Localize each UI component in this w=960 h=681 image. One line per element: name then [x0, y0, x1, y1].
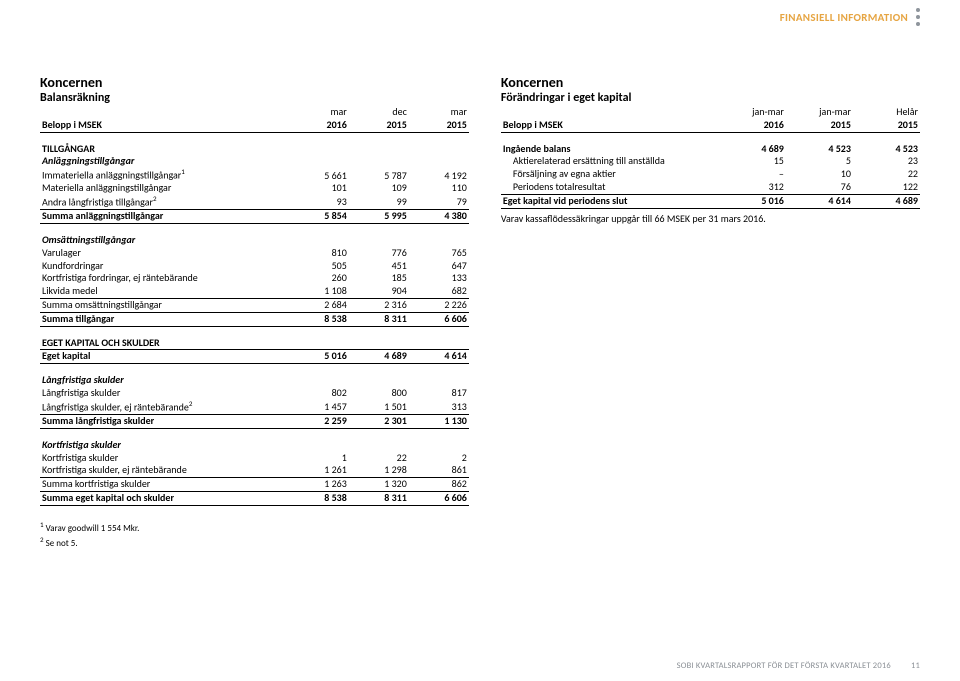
- col-head: mar: [409, 106, 469, 119]
- table-sum-row: Summa eget kapital och skulder 8 538 8 3…: [40, 491, 469, 505]
- table-header-row-lower: Belopp i MSEK 2016 2015 2015: [40, 119, 469, 132]
- table-sum-row: Summa omsättningstillgångar 2 684 2 316 …: [40, 299, 469, 313]
- footer-text: SOBI KVARTALSRAPPORT FÖR DET FÖRSTA KVAR…: [677, 661, 891, 671]
- table-sum-row: Summa långfristiga skulder 2 259 2 301 1…: [40, 414, 469, 428]
- equity-table: jan-mar jan-mar Helår Belopp i MSEK 2016…: [501, 106, 920, 209]
- unit-label: Belopp i MSEK: [40, 119, 289, 132]
- left-title-2: Balansräkning: [40, 91, 469, 105]
- col-head: 2016: [719, 119, 786, 132]
- table-header-row-lower: Belopp i MSEK 2016 2015 2015: [501, 119, 920, 132]
- section-subheader: Omsättningstillgångar: [40, 234, 469, 247]
- section-subheader: Kortfristiga skulder: [40, 439, 469, 452]
- col-head: jan-mar: [786, 106, 853, 119]
- footnotes: 1 Varav goodwill 1 554 Mkr. 2 Se not 5.: [40, 520, 469, 551]
- table-row: Andra långfristiga tillgångar2 93 99 79: [40, 195, 469, 210]
- table-row: Periodens totalresultat 312 76 122: [501, 181, 920, 194]
- left-title-1: Koncernen: [40, 74, 469, 91]
- col-head: mar: [289, 106, 349, 119]
- table-row: Immateriella anläggningstillgångar1 5 66…: [40, 168, 469, 182]
- col-head: 2015: [786, 119, 853, 132]
- table-row: Långfristiga skulder, ej räntebärande2 1…: [40, 400, 469, 415]
- page-footer: SOBI KVARTALSRAPPORT FÖR DET FÖRSTA KVAR…: [677, 661, 920, 671]
- header-dots-icon: [916, 8, 920, 26]
- table-row: Materiella anläggningstillgångar 101 109…: [40, 182, 469, 195]
- page-number: 11: [911, 661, 920, 671]
- col-head: 2015: [409, 119, 469, 132]
- table-sum-row: Summa anläggningstillgångar 5 854 5 995 …: [40, 210, 469, 224]
- right-note: Varav kassaflödessäkringar uppgår till 6…: [501, 212, 920, 225]
- right-title-1: Koncernen: [501, 74, 920, 91]
- col-head: Helår: [853, 106, 920, 119]
- table-sum-row: Eget kapital vid periodens slut 5 016 4 …: [501, 194, 920, 208]
- unit-label: Belopp i MSEK: [501, 119, 719, 132]
- table-header-row-upper: jan-mar jan-mar Helår: [501, 106, 920, 119]
- section-header: EGET KAPITAL OCH SKULDER: [40, 337, 469, 350]
- table-row: Långfristiga skulder 802 800 817: [40, 387, 469, 400]
- col-head: 2015: [349, 119, 409, 132]
- balance-table: mar dec mar Belopp i MSEK 2016 2015 2015…: [40, 106, 469, 506]
- section-subheader: Anläggningstillgångar: [40, 155, 469, 168]
- balance-sheet: Koncernen Balansräkning mar dec mar Belo…: [40, 74, 469, 551]
- table-row: Kortfristiga skulder, ej räntebärande 1 …: [40, 464, 469, 477]
- col-head: 2016: [289, 119, 349, 132]
- table-row: Varulager 810 776 765: [40, 247, 469, 260]
- equity-changes: Koncernen Förändringar i eget kapital ja…: [501, 74, 920, 551]
- header-band: FINANSIELL INFORMATION: [780, 8, 920, 26]
- table-header-row-upper: mar dec mar: [40, 106, 469, 119]
- col-head: 2015: [853, 119, 920, 132]
- col-head: jan-mar: [719, 106, 786, 119]
- col-head: dec: [349, 106, 409, 119]
- table-row: Likvida medel 1 108 904 682: [40, 285, 469, 298]
- table-sum-row: Summa kortfristiga skulder 1 263 1 320 8…: [40, 478, 469, 492]
- table-sum-row: Eget kapital 5 016 4 689 4 614: [40, 350, 469, 364]
- right-title-2: Förändringar i eget kapital: [501, 91, 920, 105]
- header-title: FINANSIELL INFORMATION: [780, 11, 908, 24]
- table-sum-row: Summa tillgångar 8 538 8 311 6 606: [40, 312, 469, 326]
